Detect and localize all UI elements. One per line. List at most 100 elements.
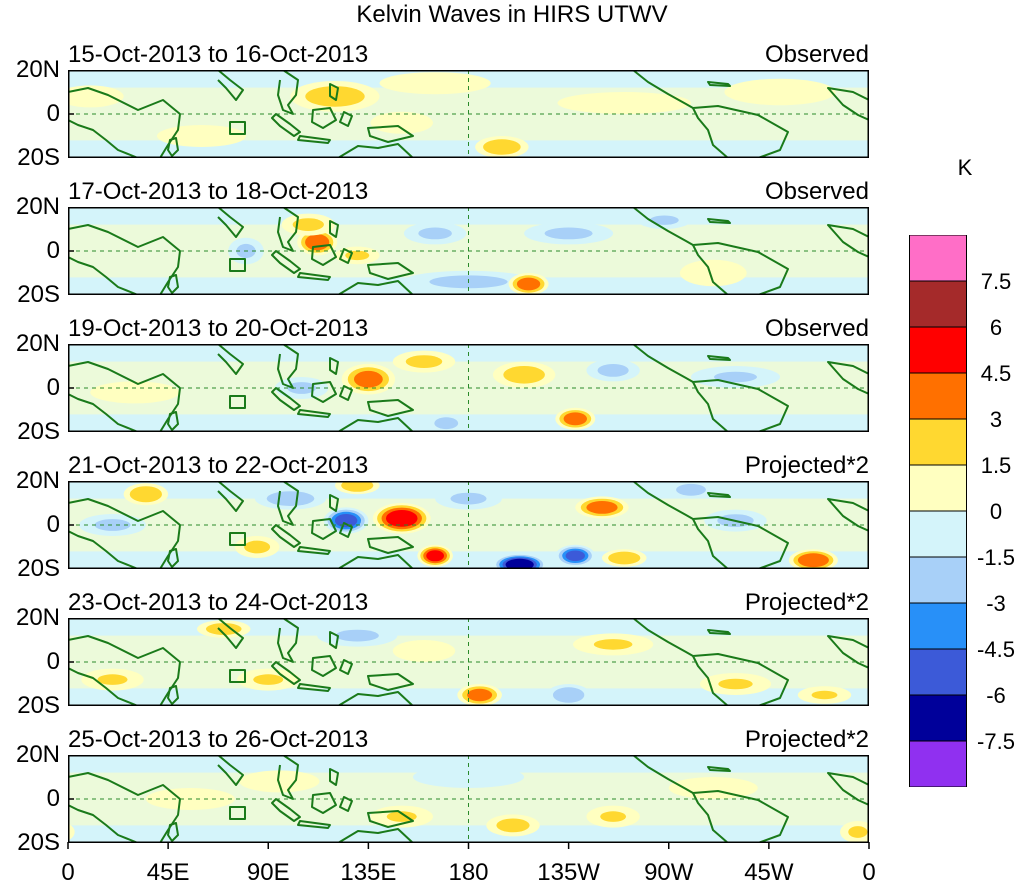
- coastline: [692, 242, 789, 295]
- anomaly-contour: [205, 623, 242, 635]
- colorbar-level-label: 3: [989, 407, 1003, 432]
- anomaly-contour: [157, 125, 246, 147]
- anomaly-contour: [563, 412, 587, 426]
- anomaly-contour: [516, 277, 541, 291]
- anomaly-contour: [392, 640, 456, 662]
- colorbar-swatch: [909, 510, 967, 558]
- longitude-tick-label: 0: [61, 859, 75, 886]
- coastline: [297, 272, 331, 281]
- anomaly-contour: [557, 92, 692, 114]
- coastline: [367, 810, 414, 828]
- coastline: [692, 105, 789, 158]
- colorbar-level-label: -1.5: [977, 545, 1015, 570]
- coastline: [632, 755, 694, 794]
- coastline: [632, 618, 694, 657]
- coastline: [827, 361, 869, 395]
- anomaly-contour: [679, 259, 747, 287]
- anomaly-contour: [353, 370, 383, 388]
- anomaly-contour: [544, 227, 593, 240]
- coastline: [277, 481, 299, 526]
- coastline: [167, 548, 179, 568]
- anomaly-contour: [586, 501, 618, 514]
- coastline: [337, 691, 414, 706]
- coastline: [311, 107, 337, 129]
- anomaly-contour: [676, 483, 706, 496]
- coastline: [707, 81, 731, 87]
- panel-tag-label: Projected*2: [744, 452, 869, 479]
- anomaly-contour: [593, 639, 633, 650]
- coastline: [229, 121, 246, 135]
- coastline: [339, 248, 353, 264]
- longitude-tick-label: 45W: [744, 859, 794, 886]
- latitude-tick-label: 20S: [17, 829, 60, 856]
- panel-map: [68, 207, 869, 295]
- coastline: [297, 683, 331, 692]
- colorbar-level-label: 1.5: [980, 453, 1012, 478]
- latitude-tick-label: 20N: [15, 330, 60, 357]
- latitude-tick-label: 20S: [17, 555, 60, 582]
- coastline: [692, 516, 789, 569]
- coastline: [311, 244, 337, 266]
- coastline: [297, 135, 331, 144]
- coastline: [367, 536, 414, 554]
- coastline: [217, 755, 244, 786]
- coastline: [707, 218, 731, 224]
- coastline: [827, 87, 869, 121]
- colorbar-swatch: [909, 464, 967, 512]
- coastline: [632, 207, 694, 246]
- coastline: [277, 70, 299, 115]
- colorbar-level-label: -7.5: [977, 729, 1015, 754]
- anomaly-contour: [797, 553, 829, 568]
- anomaly-contour: [718, 678, 753, 690]
- coastline: [311, 518, 337, 540]
- anomaly-contour: [503, 366, 545, 384]
- latitude-tick-label: 0: [46, 511, 60, 538]
- anomaly-contour: [341, 481, 374, 492]
- colorbar-swatch: [909, 602, 967, 650]
- colorbar-swatch: [909, 740, 967, 788]
- anomaly-contour: [848, 826, 868, 838]
- anomaly-contour: [129, 486, 162, 503]
- panel-date-label: 15-Oct-2013 to 16-Oct-2013: [68, 41, 369, 68]
- anomaly-contour: [370, 111, 433, 134]
- anomaly-contour: [426, 550, 445, 562]
- coastline: [827, 498, 869, 532]
- coastline: [311, 792, 337, 814]
- coastline: [367, 125, 414, 143]
- coastline: [167, 411, 179, 431]
- coastline: [271, 250, 301, 274]
- colorbar-swatch: [909, 234, 967, 282]
- colorbar-level-label: -4.5: [977, 637, 1015, 662]
- latitude-tick-label: 20N: [15, 467, 60, 494]
- coastline: [297, 820, 331, 829]
- longitude-tick-label: 90W: [644, 859, 694, 886]
- anomaly-contour: [412, 766, 525, 788]
- anomaly-contour: [565, 550, 585, 562]
- anomaly-contour: [552, 687, 585, 703]
- coastline: [329, 631, 339, 649]
- coastline: [337, 554, 414, 569]
- coastline: [339, 522, 353, 538]
- anomaly-contour: [244, 540, 271, 554]
- anomaly-contour: [266, 491, 315, 506]
- anomaly-contour: [385, 510, 418, 527]
- anomaly-contour: [305, 234, 330, 251]
- anomaly-contour: [68, 85, 124, 108]
- coastline: [229, 669, 246, 683]
- anomaly-contour: [405, 355, 443, 368]
- coastline: [827, 635, 869, 669]
- coastline: [692, 379, 789, 432]
- coastline: [271, 798, 301, 822]
- coastline: [827, 224, 869, 258]
- colorbar-swatch: [909, 694, 967, 742]
- latitude-tick-label: 0: [46, 785, 60, 812]
- coastline: [229, 395, 246, 409]
- coastline: [707, 766, 731, 772]
- panel-date-label: 21-Oct-2013 to 22-Oct-2013: [68, 452, 369, 479]
- coastline: [167, 685, 179, 705]
- anomaly-contour: [418, 227, 452, 240]
- anomaly-contour: [496, 818, 530, 833]
- coastline: [229, 532, 246, 546]
- colorbar-level-label: 6: [989, 315, 1003, 340]
- coastline: [217, 344, 244, 375]
